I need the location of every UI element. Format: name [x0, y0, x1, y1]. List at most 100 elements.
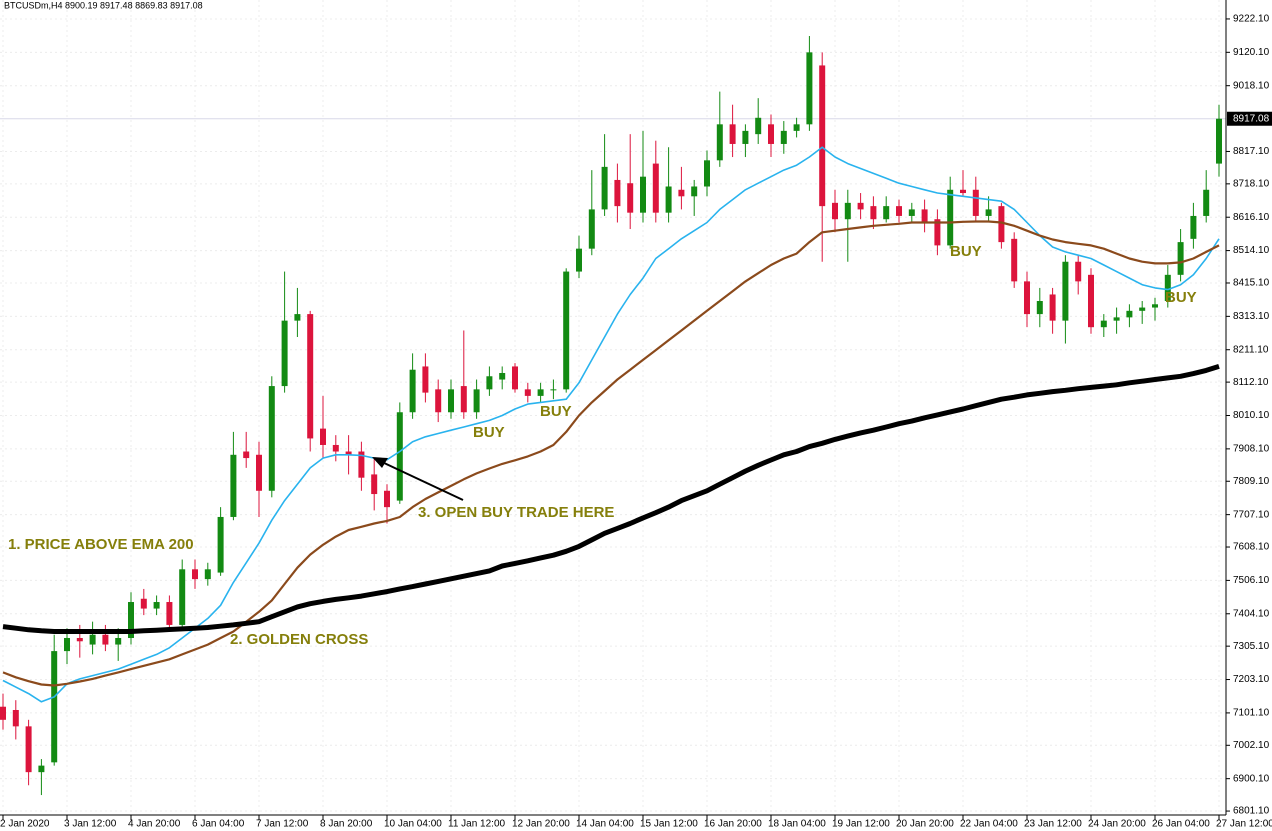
y-tick-label: 9120.10: [1233, 47, 1270, 58]
y-tick-label: 7002.10: [1233, 740, 1270, 751]
candle-body: [204, 569, 211, 580]
annotation: BUY: [473, 424, 505, 441]
candle-body: [1126, 310, 1133, 318]
candle-body: [1049, 294, 1056, 321]
candle-body: [140, 598, 147, 609]
candle-body: [1164, 274, 1171, 302]
candle-body: [652, 163, 659, 213]
candle-body: [38, 765, 45, 773]
candle-body: [1075, 261, 1082, 282]
x-tick-label: 14 Jan 04:00: [576, 819, 634, 830]
chart-title: BTCUSDm,H4 8900.19 8917.48 8869.83 8917.…: [4, 0, 203, 10]
annotations: 1. PRICE ABOVE EMA 200 2. GOLDEN CROSS 3. …: [8, 243, 1197, 648]
y-tick-label: 8313.10: [1233, 311, 1270, 322]
candle-body: [76, 638, 83, 642]
candle-body: [0, 706, 6, 720]
y-tick-label: 6801.10: [1233, 806, 1270, 817]
candle-body: [268, 386, 275, 491]
candle-body: [755, 117, 762, 135]
candle-body: [12, 709, 19, 727]
y-tick-label: 8112.10: [1233, 377, 1269, 388]
annotation: BUY: [950, 243, 982, 260]
candle-body: [256, 454, 262, 491]
candle-body: [512, 366, 518, 390]
candle-body: [563, 271, 570, 390]
y-tick-label: 8718.10: [1233, 178, 1270, 189]
candle-body: [243, 451, 250, 459]
candle-body: [422, 366, 429, 393]
x-tick-label: 7 Jan 12:00: [256, 819, 309, 830]
y-tick-label: 8616.10: [1233, 212, 1270, 223]
candle-body: [742, 130, 749, 144]
x-tick-label: 20 Jan 20:00: [896, 819, 954, 830]
candle-body: [524, 389, 531, 396]
candle-body: [640, 176, 646, 213]
candle-body: [844, 202, 851, 220]
annotation: 3. OPEN BUY TRADE HERE: [418, 504, 614, 521]
y-tick-label: 8415.10: [1233, 278, 1270, 289]
candle-body: [665, 186, 672, 213]
candle-body: [128, 602, 134, 639]
candle-body: [691, 186, 698, 197]
x-tick-label: 2 Jan 2020: [0, 819, 50, 830]
axes: 9222.10 9120.10 9018.10 8817.10 8718.10 8616.…: [0, 14, 1272, 830]
annotation: 1. PRICE ABOVE EMA 200: [8, 536, 194, 553]
candle-body: [908, 209, 915, 216]
candle-body: [358, 451, 365, 478]
x-tick-label: 4 Jan 20:00: [128, 819, 181, 830]
candle-body: [192, 569, 198, 580]
candle-body: [1113, 317, 1120, 321]
candle-body: [947, 189, 954, 246]
candle-body: [396, 412, 403, 501]
candle-body: [499, 372, 506, 380]
y-tick-label: 7707.10: [1233, 509, 1270, 520]
candle-body: [1024, 281, 1030, 315]
plot-area: [0, 35, 1226, 796]
candle-body: [819, 65, 826, 207]
candle-body: [64, 638, 70, 652]
x-tick-label: 3 Jan 12:00: [64, 819, 117, 830]
x-tick-label: 27 Jan 12:00: [1216, 819, 1272, 830]
x-tick-label: 10 Jan 04:00: [384, 819, 442, 830]
candle-body: [217, 516, 224, 573]
candle-body: [294, 314, 301, 321]
candle-body: [460, 386, 467, 413]
y-tick-label: 7506.10: [1233, 575, 1270, 586]
candle-body: [576, 248, 582, 272]
candle-body: [601, 166, 608, 210]
annotation: BUY: [1165, 289, 1197, 306]
y-tick-label: 7608.10: [1233, 542, 1270, 553]
candle-body: [896, 206, 902, 216]
x-tick-label: 8 Jan 20:00: [320, 819, 373, 830]
candle-body: [345, 451, 352, 455]
x-tick-label: 22 Jan 04:00: [960, 819, 1018, 830]
x-tick-label: 24 Jan 20:00: [1088, 819, 1146, 830]
candle-body: [793, 124, 800, 131]
y-tick-label: 7305.10: [1233, 641, 1270, 652]
candle-body: [857, 202, 864, 210]
candle-body: [153, 602, 160, 609]
candle-body: [320, 428, 326, 445]
candle-body: [115, 638, 122, 645]
candle-body: [998, 206, 1005, 243]
candle-body: [448, 389, 454, 413]
y-tick-label: 8817.10: [1233, 146, 1270, 157]
candle-body: [550, 389, 557, 391]
candle-body: [486, 376, 493, 390]
annotation: 2. GOLDEN CROSS: [230, 631, 368, 648]
y-tick-label: 8211.10: [1233, 344, 1269, 355]
candle-body: [985, 209, 992, 216]
candle-body: [870, 206, 877, 220]
candle-body: [1011, 238, 1018, 282]
x-tick-label: 19 Jan 12:00: [832, 819, 890, 830]
candle-body: [678, 189, 685, 197]
y-tick-label: 8010.10: [1233, 410, 1270, 421]
candle-body: [1139, 307, 1146, 311]
y-tick-label: 9018.10: [1233, 80, 1270, 91]
candle-body: [1100, 320, 1107, 328]
candle-body: [1216, 118, 1222, 164]
candle-body: [1177, 242, 1184, 275]
x-tick-label: 11 Jan 12:00: [448, 819, 506, 830]
candle-body: [281, 320, 288, 387]
